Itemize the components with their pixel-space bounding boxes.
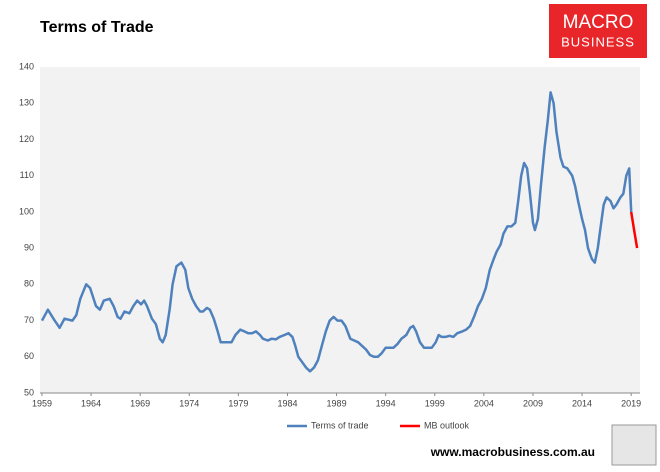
- series-line: [629, 211, 639, 249]
- x-tick-label: 1959: [32, 398, 52, 408]
- y-tick-label: 50: [24, 387, 34, 397]
- plot-area: [40, 67, 640, 393]
- x-tick-label: 1989: [327, 398, 347, 408]
- chart-title: Terms of Trade: [40, 19, 154, 36]
- y-tick-label: 110: [20, 170, 34, 180]
- y-tick-label: 90: [24, 242, 34, 252]
- logo-text: MACRO: [563, 12, 634, 33]
- x-tick-label: 1964: [81, 398, 101, 408]
- x-tick-label: 2004: [474, 398, 494, 408]
- footer: www.macrobusiness.com.au: [430, 445, 595, 459]
- y-tick-label: 80: [24, 279, 34, 289]
- logo-box: [549, 4, 647, 58]
- y-tick-label: 70: [24, 315, 34, 325]
- x-tick-label: 1994: [376, 398, 396, 408]
- x-tick-label: 1999: [425, 398, 445, 408]
- x-tick-label: 2019: [621, 398, 641, 408]
- logo-text: BUSINESS: [561, 34, 635, 49]
- y-tick-label: 100: [19, 206, 34, 216]
- y-tick-label: 130: [19, 98, 34, 108]
- y-tick-label: 140: [19, 61, 34, 71]
- wolf-icon: [611, 424, 657, 466]
- x-tick-label: 2009: [523, 398, 543, 408]
- legend-label: MB outlook: [424, 420, 470, 430]
- x-tick-label: 1974: [179, 398, 199, 408]
- x-tick-label: 2014: [572, 398, 592, 408]
- y-tick-label: 120: [19, 134, 34, 144]
- y-tick-label: 60: [24, 351, 34, 361]
- series-line: [40, 91, 633, 373]
- x-tick-label: 1984: [277, 398, 297, 408]
- x-tick-label: 1969: [130, 398, 150, 408]
- legend-label: Terms of trade: [311, 420, 369, 430]
- x-tick-label: 1979: [228, 398, 248, 408]
